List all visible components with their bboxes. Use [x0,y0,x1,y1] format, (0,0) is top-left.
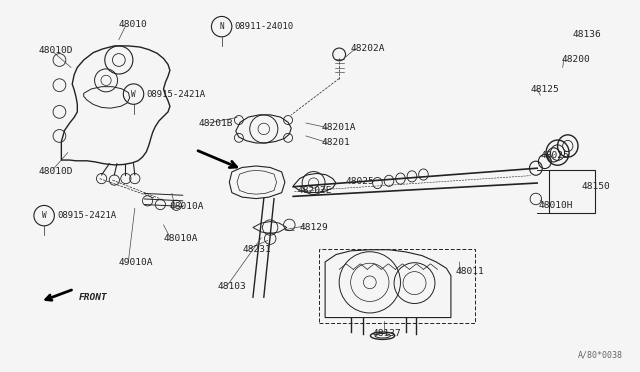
Text: 48125: 48125 [531,85,559,94]
Text: 48200: 48200 [561,55,590,64]
Text: A/80*0038: A/80*0038 [579,350,623,359]
Text: 48011: 48011 [456,267,484,276]
Text: 48010D: 48010D [39,46,74,55]
Text: 48129: 48129 [300,223,328,232]
Text: W: W [131,90,136,99]
Text: 49010A: 49010A [119,258,154,267]
Text: 48201B: 48201B [198,119,233,128]
Text: 48025: 48025 [540,151,569,160]
Text: W: W [42,211,47,220]
Text: 08915-2421A: 08915-2421A [147,90,205,99]
Text: 08915-2421A: 08915-2421A [57,211,116,220]
Text: 48202A: 48202A [351,44,385,53]
Text: 48103: 48103 [218,282,246,291]
Text: 48025: 48025 [346,177,374,186]
Text: 48150: 48150 [582,182,611,190]
Text: 48010A: 48010A [164,234,198,243]
Text: 48137: 48137 [372,329,401,338]
Text: 48201: 48201 [321,138,350,147]
Text: FRONT: FRONT [79,294,108,302]
Text: 08911-24010: 08911-24010 [234,22,294,31]
Text: 48136: 48136 [572,29,601,39]
Text: N: N [220,22,224,31]
Text: 48202E: 48202E [298,186,332,195]
Text: 48010A: 48010A [170,202,204,211]
Text: 48231: 48231 [242,245,271,254]
Text: 48010D: 48010D [39,167,74,176]
Text: 48010H: 48010H [538,201,573,210]
Text: 48010: 48010 [119,20,148,29]
Text: 48201A: 48201A [321,123,356,132]
